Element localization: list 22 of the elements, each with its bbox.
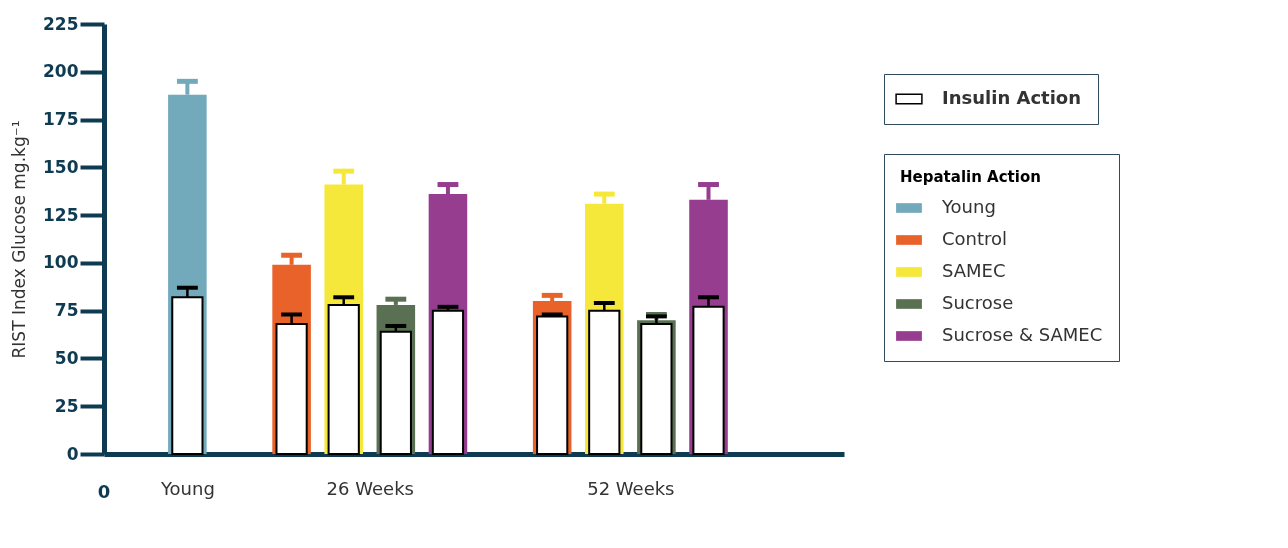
x-tick-label: Young: [159, 477, 215, 499]
y-tick-label: 175: [43, 109, 79, 130]
legend-label: SAMEC: [942, 260, 1006, 281]
legend-label: Insulin Action: [942, 87, 1082, 108]
y-tick-label: 25: [54, 395, 79, 416]
legend-label: Young: [941, 196, 996, 217]
legend-label: Sucrose & SAMEC: [942, 324, 1103, 345]
y-tick-label: 50: [54, 347, 79, 368]
y-axis-title: RIST Index Glucose mg.kg⁻¹: [9, 120, 30, 359]
y-tick-label: 125: [43, 204, 79, 225]
legend-label: Sucrose: [942, 292, 1014, 313]
legend-label: Control: [942, 228, 1008, 249]
y-tick-label: 150: [43, 156, 79, 177]
y-tick-label: 100: [43, 252, 79, 273]
text: 0: [97, 481, 111, 502]
x-tick-label: 52 Weeks: [587, 477, 675, 499]
legend-title: Hepatalin Action: [900, 168, 1041, 186]
y-tick-label: 0: [66, 443, 79, 464]
y-tick-label: 225: [43, 13, 79, 34]
y-tick-label: 75: [54, 300, 79, 321]
y-tick-label: 200: [43, 61, 79, 82]
x-tick-label: 26 Weeks: [326, 477, 414, 499]
